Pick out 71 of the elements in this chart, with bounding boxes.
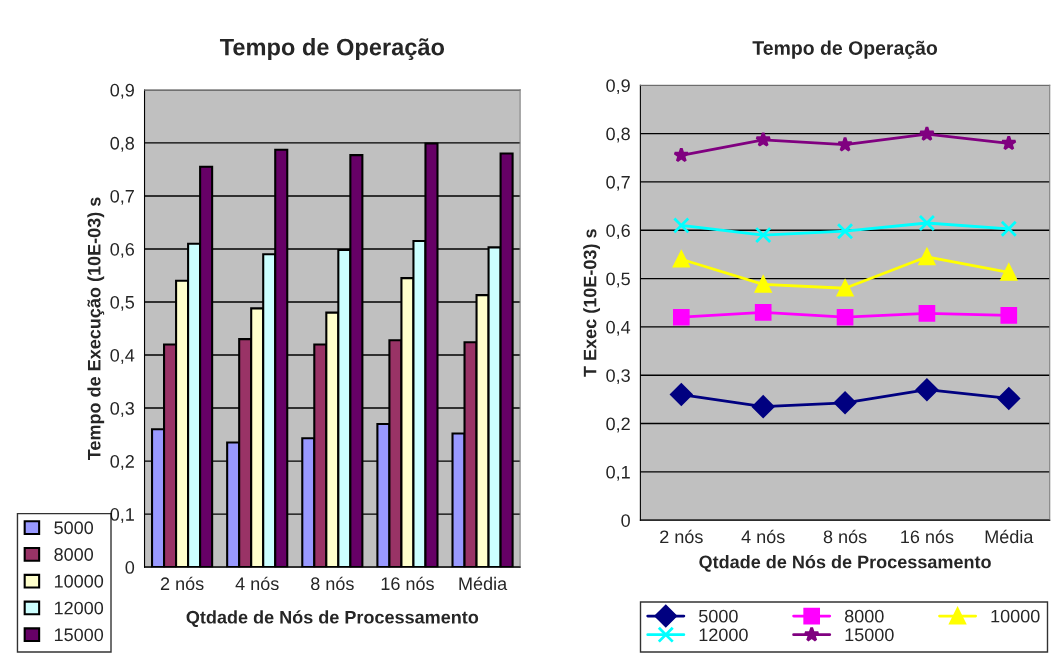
y-tick-label: 0,4 — [110, 348, 135, 364]
y-tick-label: 0,5 — [606, 272, 630, 288]
y-tick-label: 0,2 — [606, 417, 630, 433]
y-tick-label: 0,7 — [606, 175, 630, 191]
point — [670, 383, 693, 406]
legend-label: 15000 — [845, 628, 894, 642]
point — [672, 250, 690, 268]
point — [1000, 263, 1018, 281]
x-tick-label: 4 nós — [741, 529, 785, 544]
point — [754, 276, 772, 293]
point — [918, 125, 935, 142]
point — [672, 308, 690, 326]
x-tick-label: 4 nós — [235, 576, 279, 591]
legend-label: 8000 — [844, 609, 884, 623]
y-tick-label: 0,6 — [110, 242, 135, 258]
point — [1000, 220, 1018, 238]
y-tick-label: 0,8 — [606, 127, 630, 143]
legend-label: 5000 — [54, 521, 94, 535]
point — [918, 248, 936, 266]
legend-label: 10000 — [54, 574, 104, 588]
y-tick-label: 0,6 — [606, 224, 630, 240]
legend-label: 8000 — [54, 548, 94, 561]
x-tick-label: 2 nós — [660, 529, 703, 544]
y-tick-label: 0,4 — [606, 320, 631, 336]
y-tick-label: 0 — [621, 514, 630, 527]
y-tick-label: 0,3 — [606, 369, 630, 385]
x-axis-title: Qtdade de Nós de Processamento — [699, 554, 991, 572]
point — [755, 131, 772, 147]
x-tick-label: 2 nós — [160, 576, 204, 591]
x-tick-label: 8 nós — [823, 529, 867, 544]
y-tick-label: 0,1 — [606, 465, 630, 481]
y-tick-label: 0,3 — [110, 401, 135, 417]
point — [751, 395, 775, 418]
y-tick-label: 0,9 — [606, 79, 630, 95]
legend-label: 10000 — [991, 609, 1040, 623]
point — [833, 391, 857, 414]
point — [1000, 134, 1017, 151]
point — [836, 279, 854, 297]
point — [918, 305, 936, 322]
legend-label: 5000 — [699, 609, 738, 623]
x-tick-label: 16 nós — [901, 529, 954, 544]
point — [837, 136, 854, 152]
point — [836, 308, 854, 326]
y-axis-title: Tempo de Execução (10E-03) s — [87, 197, 105, 461]
point — [1000, 306, 1018, 324]
y-tick-label: 0,7 — [110, 189, 134, 205]
point — [915, 378, 939, 401]
x-tick-label: 8 nós — [311, 576, 354, 591]
legend-label: 15000 — [54, 628, 104, 642]
y-axis-title: T Exec (10E-03) s — [583, 229, 601, 377]
y-tick-label: 0 — [125, 561, 135, 574]
point — [754, 226, 772, 244]
point — [836, 222, 854, 240]
chart-title: Tempo de Operação — [752, 40, 938, 59]
x-tick-label: Média — [985, 529, 1034, 544]
chart-title: Tempo de Operação — [219, 38, 445, 61]
x-tick-label: 16 nós — [381, 576, 434, 591]
point — [997, 387, 1020, 410]
y-tick-label: 0,1 — [110, 508, 134, 523]
x-tick-label: Média — [459, 576, 508, 591]
y-tick-label: 0,5 — [110, 295, 135, 311]
point — [672, 217, 690, 234]
point — [673, 147, 690, 163]
point — [918, 214, 936, 232]
point — [754, 304, 772, 321]
y-tick-label: 0,8 — [110, 136, 135, 152]
y-tick-label: 0,9 — [110, 83, 134, 99]
legend-label: 12000 — [54, 601, 104, 615]
legend-label: 12000 — [699, 628, 748, 642]
x-axis-title: Qtdade de Nós de Processamento — [186, 610, 479, 627]
y-tick-label: 0,2 — [110, 455, 134, 470]
